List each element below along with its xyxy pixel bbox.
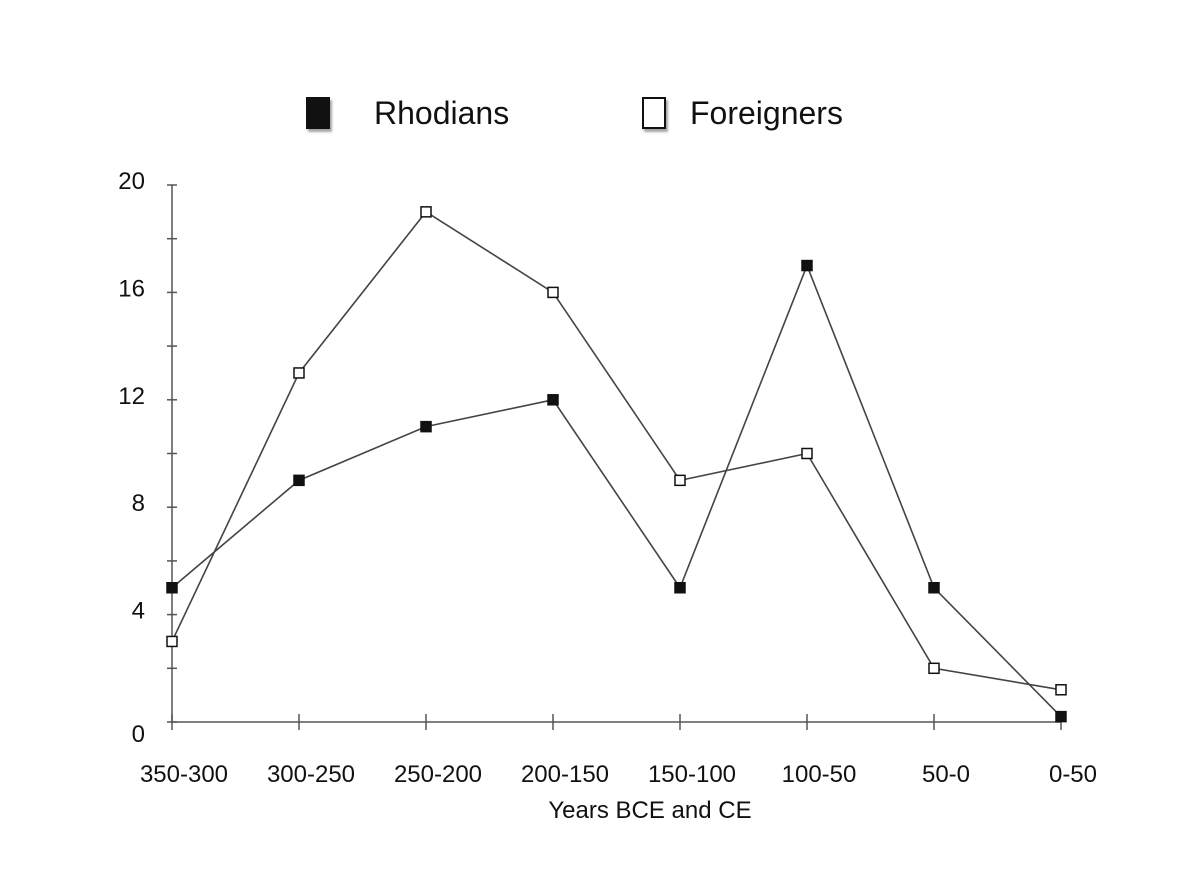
series-line-foreigners: [171, 210, 1062, 691]
x-tick-label: 50-0: [922, 761, 970, 788]
x-tick-label: 300-250: [267, 761, 355, 788]
data-point-rhodians: [1055, 710, 1067, 723]
x-tick-label: 200-150: [521, 761, 609, 788]
x-tick-label: 0-50: [1049, 761, 1097, 788]
data-point-rhodians: [674, 582, 686, 594]
x-tick-label: 150-100: [648, 761, 736, 788]
y-tick-label: 8: [132, 490, 145, 517]
open-square-icon: [642, 97, 666, 129]
data-point-foreigners: [674, 474, 686, 487]
data-point-rhodians: [166, 582, 178, 594]
x-tick-label: 100-50: [782, 761, 857, 788]
data-point-foreigners: [420, 206, 432, 218]
x-tick-label: 250-200: [394, 761, 482, 788]
x-axis-title: Years BCE and CE: [548, 797, 751, 824]
data-point-foreigners: [166, 635, 178, 648]
data-point-foreigners: [1055, 684, 1067, 696]
axes: 0 4 8 12 16 20 350-300 300-250 250-200 200-150 150…: [118, 168, 1097, 788]
y-tick-label: 12: [118, 383, 145, 410]
data-point-rhodians: [928, 582, 940, 594]
legend-label-rhodians: Rhodians: [374, 94, 510, 131]
legend-item-foreigners: Foreigners: [642, 88, 843, 138]
data-point-foreigners: [801, 447, 813, 460]
series-layer: [166, 206, 1067, 723]
data-point-foreigners: [547, 286, 559, 299]
y-tick-label: 4: [132, 598, 145, 625]
data-point-rhodians: [293, 474, 305, 487]
y-tick-label: 16: [118, 275, 145, 302]
data-point-rhodians: [801, 259, 813, 272]
data-point-rhodians: [547, 394, 559, 406]
legend-label-foreigners: Foreigners: [690, 94, 843, 131]
filled-square-icon: [306, 97, 330, 129]
legend-item-rhodians: Rhodians: [306, 88, 509, 138]
data-point-foreigners: [928, 662, 940, 675]
data-point-rhodians: [420, 420, 432, 433]
y-tick-label: 20: [118, 168, 145, 195]
data-point-foreigners: [293, 367, 305, 379]
x-tick-label: 350-300: [140, 761, 228, 788]
series-line-rhodians: [171, 263, 1062, 718]
y-tick-label: 0: [132, 721, 145, 748]
